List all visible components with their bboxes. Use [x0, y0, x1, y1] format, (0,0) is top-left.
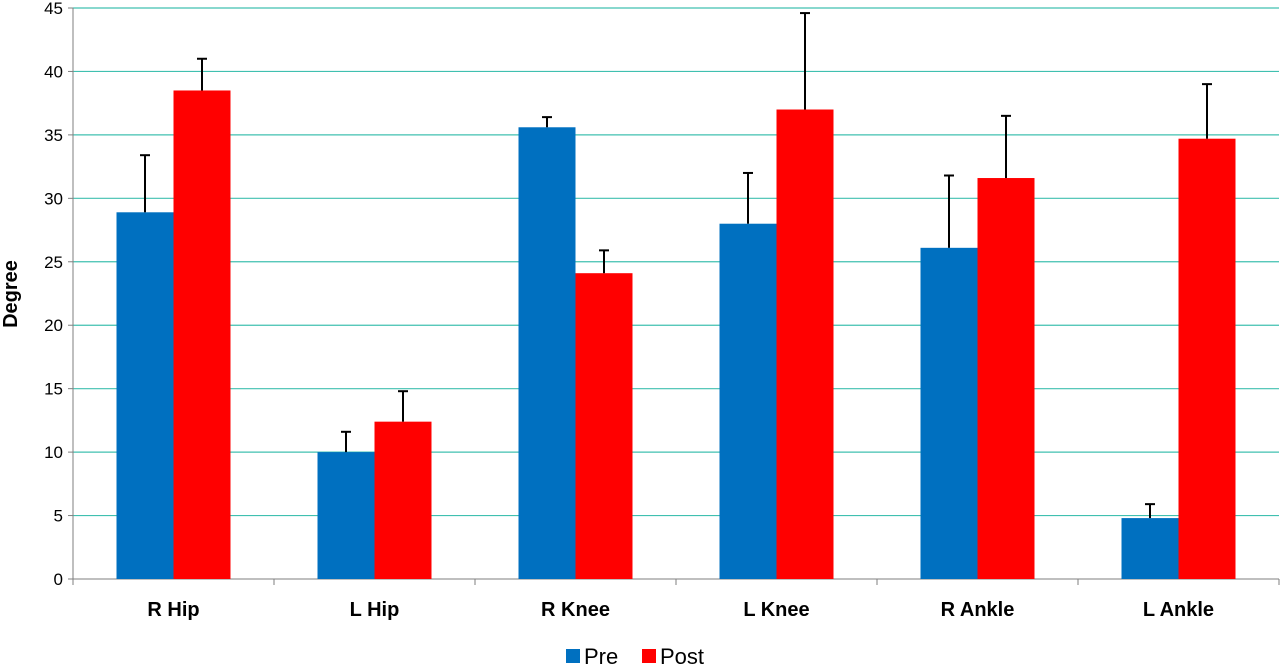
- bar-post-6: [1178, 138, 1236, 579]
- y-axis-label: Degree: [0, 260, 22, 328]
- bar-pre-1: [116, 212, 174, 579]
- y-tick-label: 35: [44, 126, 63, 145]
- bar-pre-6: [1121, 518, 1179, 579]
- bar-pre-4: [719, 223, 777, 579]
- bar-post-3: [575, 273, 633, 579]
- error-bars: [140, 12, 1212, 519]
- legend-swatch-post: [642, 649, 656, 663]
- bar-pre-5: [920, 247, 978, 579]
- bar-pre-3: [518, 127, 576, 579]
- y-tick-label: 30: [44, 189, 63, 208]
- bar-post-1: [173, 90, 231, 579]
- bar-post-5: [977, 178, 1035, 579]
- legend-swatch-pre: [566, 649, 580, 663]
- y-tick-label: 25: [44, 253, 63, 272]
- x-tick-label: R Knee: [541, 599, 610, 621]
- y-tick-label: 45: [44, 0, 63, 18]
- y-tick-label: 5: [54, 507, 63, 526]
- bar-post-4: [776, 109, 834, 579]
- x-tick-label: L Knee: [743, 599, 809, 621]
- legend-label-post: Post: [660, 644, 704, 666]
- x-tick-label: L Hip: [350, 599, 400, 621]
- y-tick-label: 20: [44, 316, 63, 335]
- y-tick-label: 15: [44, 380, 63, 399]
- bar-pre-2: [317, 452, 375, 579]
- tick-labels: 0 5 10 15 20 25 30 35 40 45 R Hip L Hip R Knee L Knee…: [44, 0, 1214, 621]
- axes: [68, 7, 1280, 585]
- y-tick-label: 10: [44, 443, 63, 462]
- legend: Pre Post: [566, 644, 704, 669]
- gridlines: [73, 7, 1279, 517]
- bar-post-2: [374, 421, 432, 579]
- x-tick-label: R Hip: [147, 599, 199, 621]
- bars: [116, 90, 1236, 579]
- legend-label-pre: Pre: [584, 644, 618, 666]
- y-tick-label: 0: [54, 570, 63, 589]
- x-tick-label: R Ankle: [941, 599, 1015, 621]
- y-tick-label: 40: [44, 62, 63, 81]
- x-tick-label: L Ankle: [1143, 599, 1214, 621]
